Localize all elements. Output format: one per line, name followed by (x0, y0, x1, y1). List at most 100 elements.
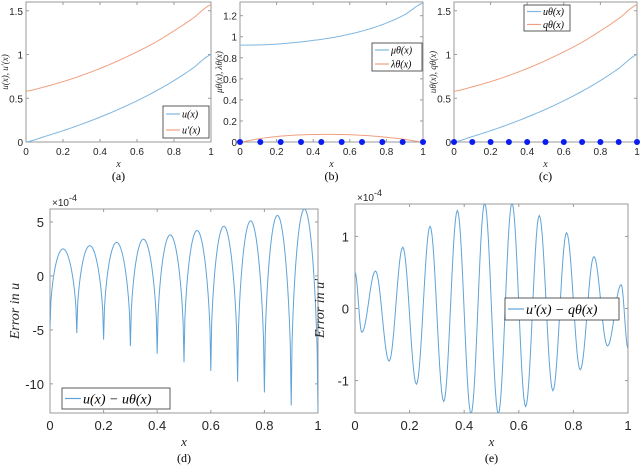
collocation-point-marker (399, 139, 406, 145)
collocation-point-marker (597, 139, 604, 145)
y-tick-label: 0.2 (223, 117, 237, 128)
x-tick-label: 0.4 (93, 147, 107, 158)
y-tick-label: 1 (231, 33, 237, 44)
legend: μθ(x) λθ(x) (371, 42, 423, 72)
x-tick-label: 1 (208, 147, 214, 158)
series-line (240, 2, 423, 46)
legend-entry: qθ(x) (543, 20, 565, 31)
x-tick-label: 0.4 (306, 147, 320, 158)
subplot-c: 0 0.2 0.4 0.6 0.8 1 0 0.5 1 1.5 x uθ(x), qθ(x) (c) uθ… (428, 1, 640, 183)
x-tick-label: 1 (624, 418, 631, 433)
x-axis-label: x (542, 159, 548, 170)
x-tick-label: 0.2 (270, 147, 284, 158)
axes-frame (239, 1, 424, 143)
legend: uθ(x) qθ(x) (523, 4, 571, 32)
collocation-point-marker (451, 139, 457, 145)
legend: u(x) − uθ(x) (61, 387, 171, 410)
legend: u(x) u'(x) (162, 105, 210, 139)
legend-entry: u(x) (182, 110, 199, 121)
x-tick-label: 0.6 (510, 418, 528, 433)
caption: (d) (177, 451, 191, 465)
collocation-point-marker (579, 139, 586, 145)
x-tick-label: 0.6 (130, 147, 144, 158)
collocation-point-marker (505, 139, 512, 145)
x-tick-label: 0 (237, 147, 243, 158)
collocation-point-marker (542, 139, 549, 145)
y-tick-label: 0 (342, 302, 349, 317)
legend-entry: λθ(x) (390, 60, 412, 71)
series-line (26, 54, 211, 142)
series-line (454, 4, 637, 92)
y-tick-label: 0 (445, 138, 451, 149)
y-tick-label: 0 (231, 138, 237, 149)
x-axis-label: x (180, 434, 187, 449)
subplot-a: 0 0.2 0.4 0.6 0.8 1 0 0.5 1 1.5 x u(x), u'(x) (a) u(x… (0, 1, 214, 183)
y-axis-label: μθ(x), λθ(x) (214, 51, 224, 94)
y-tick-label: 1.5 (9, 7, 23, 18)
subplot-e: 0 0.2 0.4 0.6 0.8 1 -1 0 1 ×10-4 x Error in u' (e) u'… (313, 188, 632, 465)
x-tick-label: 1 (314, 418, 321, 433)
subplot-b: 0 0.2 0.4 0.6 0.8 1 0 0.2 0.4 0.6 0.8 1 1.2 x μθ(x), λ… (214, 1, 426, 183)
y-axis-label: Error in u (8, 283, 23, 340)
caption: (a) (112, 169, 125, 183)
y-tick-label: 0.4 (223, 96, 237, 107)
y-tick-label: 1.5 (437, 7, 451, 18)
collocation-point-marker (379, 139, 386, 145)
collocation-point-marker (524, 139, 531, 145)
series-line (26, 4, 211, 92)
axes-frame (49, 208, 319, 414)
legend-entry: u'(x) (182, 126, 201, 137)
collocation-point-marker (634, 139, 640, 145)
caption: (b) (325, 169, 339, 183)
legend: u'(x) − qθ(x) (504, 297, 620, 321)
x-tick-label: 0.6 (557, 147, 571, 158)
subplot-d: 0 0.2 0.4 0.6 0.8 1 -10 -5 0 5 ×10-4 x Error in u (d)… (8, 193, 322, 465)
x-tick-label: 0.8 (379, 147, 393, 158)
collocation-point-marker (237, 139, 243, 145)
x-tick-label: 0.4 (520, 147, 534, 158)
collocation-point-marker (359, 139, 366, 145)
collocation-point-marker (420, 139, 426, 145)
x-tick-label: 0.2 (484, 147, 498, 158)
x-tick-label: 0.6 (202, 418, 220, 433)
x-tick-label: 0.8 (593, 147, 607, 158)
collocation-point-marker (277, 139, 284, 145)
y-tick-label: 1.2 (223, 12, 237, 23)
y-multiplier: ×10-4 (357, 188, 382, 204)
x-tick-label: 0.6 (343, 147, 357, 158)
series-line (240, 133, 423, 142)
collocation-point-marker (297, 139, 304, 145)
x-axis-label: x (115, 159, 121, 170)
collocation-point-marker (469, 139, 476, 145)
caption: (c) (539, 169, 552, 183)
y-tick-label: -1 (337, 374, 349, 389)
x-tick-label: 0.8 (255, 418, 273, 433)
x-tick-label: 1 (634, 147, 640, 158)
legend-entry: u(x) − uθ(x) (83, 392, 152, 407)
legend-entry: μθ(x) (390, 46, 413, 57)
y-tick-label: 5 (37, 215, 44, 230)
x-axis-label: x (488, 434, 495, 449)
x-tick-label: 0.2 (401, 418, 419, 433)
legend-entry: u'(x) − qθ(x) (526, 303, 598, 318)
collocation-point-marker (338, 139, 345, 145)
x-tick-label: 0 (46, 418, 53, 433)
x-tick-label: 0.2 (56, 147, 70, 158)
y-tick-label: 1 (17, 51, 23, 62)
y-tick-label: 0.6 (223, 75, 237, 86)
y-tick-label: -10 (25, 377, 44, 392)
x-tick-label: 0 (351, 418, 358, 433)
x-tick-label: 0.4 (148, 418, 166, 433)
x-tick-label: 0.2 (95, 418, 113, 433)
y-tick-label: 0.5 (437, 94, 451, 105)
y-axis-label: uθ(x), qθ(x) (428, 51, 438, 93)
y-tick-label: -5 (32, 323, 44, 338)
y-tick-label: 0.8 (223, 54, 237, 65)
collocation-point-marker (615, 139, 622, 145)
y-tick-label: 1 (342, 229, 349, 244)
x-tick-label: 0.8 (564, 418, 582, 433)
collocation-point-marker (318, 139, 325, 145)
series-line (454, 54, 637, 142)
x-tick-label: 0 (451, 147, 457, 158)
